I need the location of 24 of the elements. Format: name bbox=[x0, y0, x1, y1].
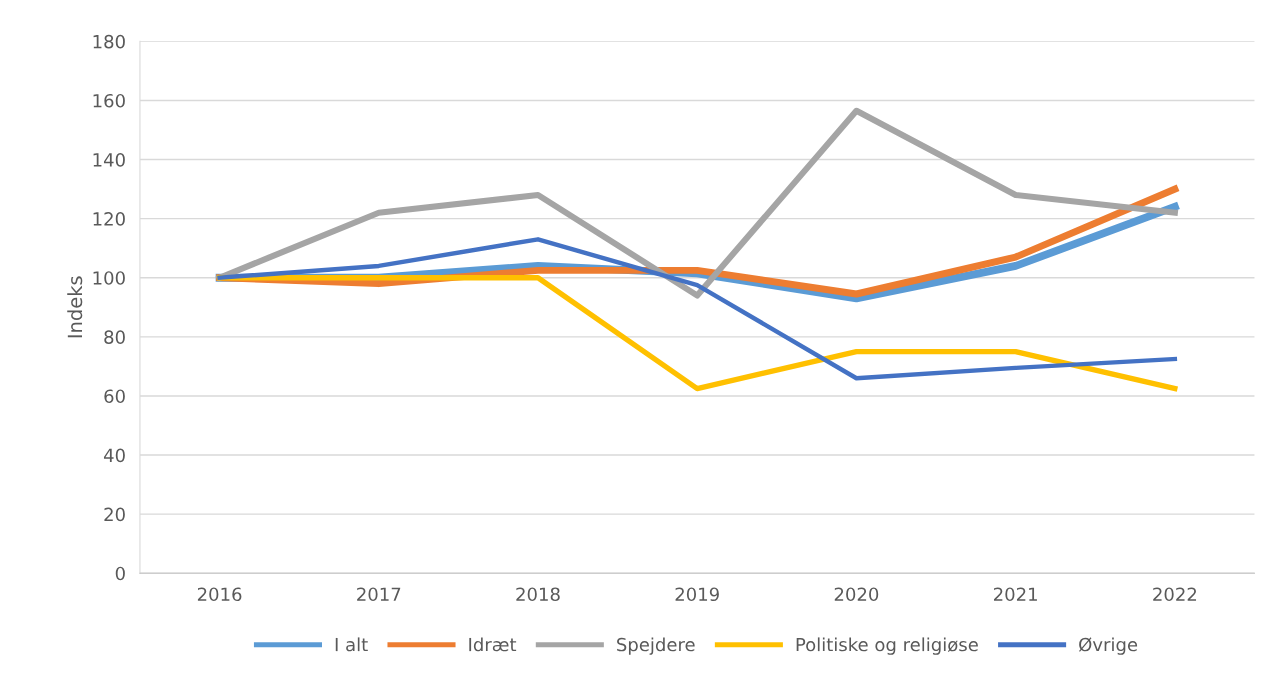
y-tick-label: 140 bbox=[93, 153, 125, 167]
y-tick-label: 120 bbox=[93, 212, 125, 226]
y-tick-label: 160 bbox=[93, 93, 125, 108]
y-tick-label: 20 bbox=[104, 507, 125, 522]
legend-label: Spejdere bbox=[617, 637, 695, 655]
y-tick-label: 60 bbox=[104, 389, 125, 404]
y-tick-label: 0 bbox=[115, 566, 125, 581]
legend-label: I alt bbox=[335, 637, 368, 652]
y-tick-label: 100 bbox=[93, 271, 125, 285]
x-tick-label: 2017 bbox=[357, 587, 401, 602]
legend-label: Idræt bbox=[469, 637, 517, 652]
legend-label: Politiske og religiøse bbox=[796, 637, 978, 655]
line-series bbox=[217, 237, 1178, 381]
x-tick-label: 2016 bbox=[197, 587, 242, 602]
y-tick-label: 40 bbox=[103, 448, 125, 463]
y-tick-label: 180 bbox=[93, 34, 125, 49]
y-axis-title: Indeks bbox=[67, 276, 83, 338]
x-tick-label: 2021 bbox=[993, 587, 1037, 602]
x-tick-label: 2019 bbox=[675, 587, 719, 602]
legend-label: Øvrige bbox=[1079, 637, 1138, 655]
x-tick-label: 2018 bbox=[516, 587, 560, 602]
x-tick-label: 2022 bbox=[1153, 587, 1197, 602]
x-tick-label: 2020 bbox=[834, 587, 879, 602]
y-tick-label: 80 bbox=[104, 330, 125, 344]
